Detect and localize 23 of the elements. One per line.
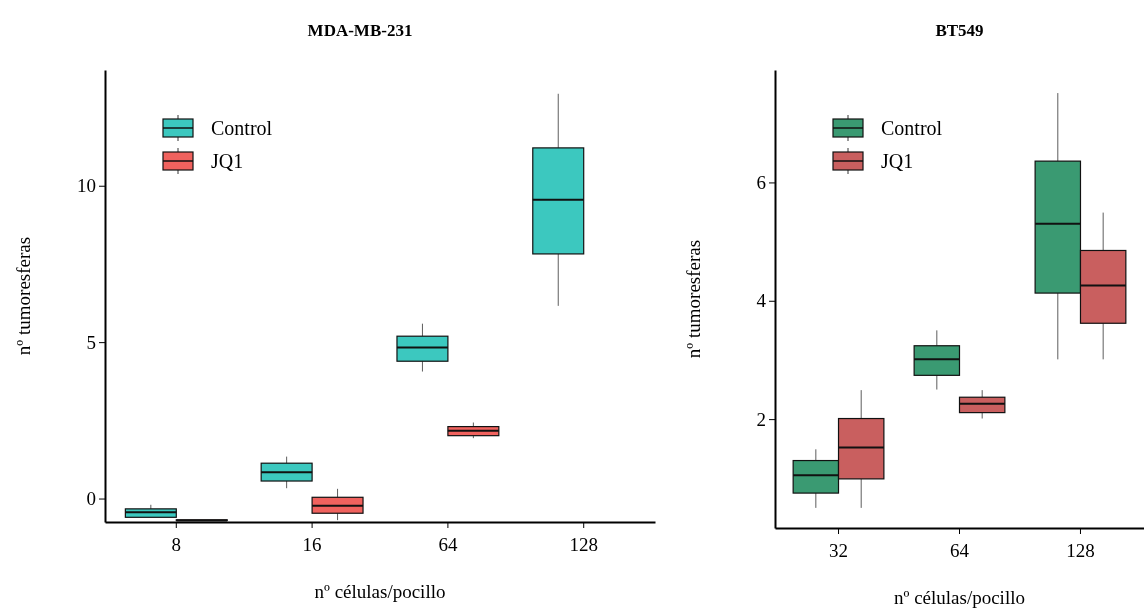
y-tick-label: 6 [756,172,766,194]
y-tick-label: 4 [756,290,767,312]
x-axis-title: nº células/pocillo [894,587,1025,608]
x-tick-label: 32 [829,540,849,562]
legend-label: Control [211,117,273,139]
legend-label: Control [881,117,943,139]
x-tick-label: 16 [302,534,322,556]
chart-title: MDA-MB-231 [307,21,413,40]
y-tick-label: 2 [756,408,766,430]
x-tick-label: 128 [569,534,598,556]
y-axis-title: nº tumoresferas [683,239,704,359]
y-tick-label: 10 [77,175,96,197]
legend-label: JQ1 [881,150,914,172]
y-tick-label: 0 [86,488,96,510]
chart-title: BT549 [935,21,984,40]
x-tick-label: 64 [438,534,458,556]
legend-label: JQ1 [211,150,244,172]
y-tick-label: 5 [86,331,96,353]
x-tick-label: 8 [171,534,182,556]
x-tick-label: 64 [950,540,970,562]
x-tick-label: 128 [1066,540,1095,562]
x-axis-title: nº células/pocillo [314,581,446,602]
y-axis-title: nº tumoresferas [13,236,34,356]
